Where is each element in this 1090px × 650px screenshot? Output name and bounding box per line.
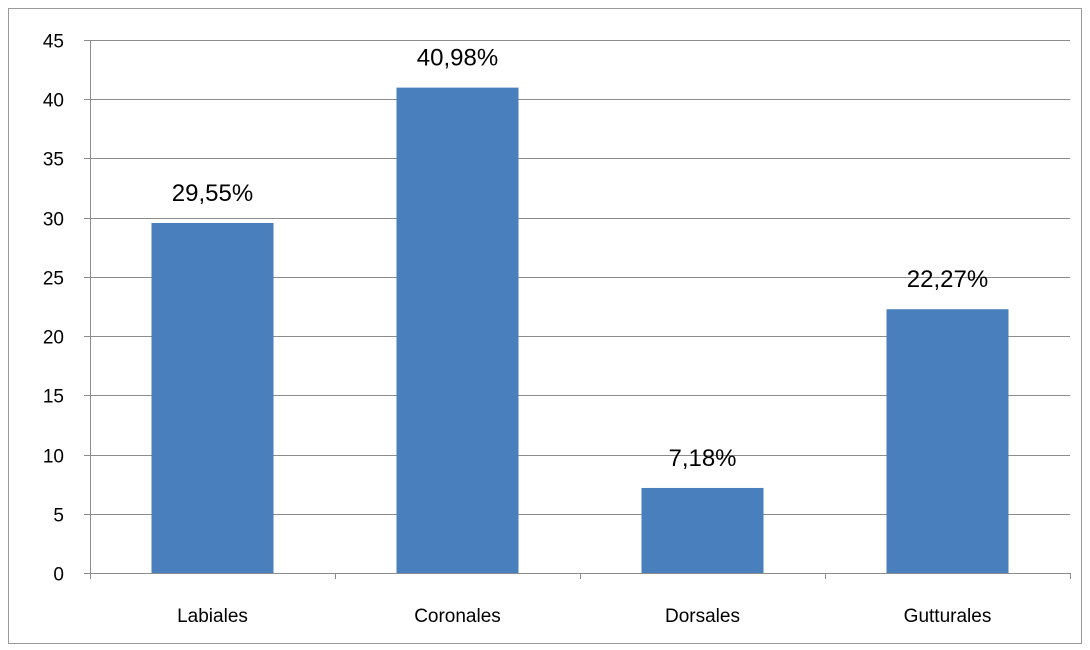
y-tick-label-10: 10 <box>43 447 64 468</box>
bar-dorsales <box>641 487 764 573</box>
y-tick-label-45: 45 <box>43 32 64 53</box>
data-label-gutturales: 22,27% <box>907 266 988 293</box>
y-tick-label-20: 20 <box>43 328 64 349</box>
bar-coronales <box>396 87 519 573</box>
y-tick-label-5: 5 <box>53 506 64 527</box>
labels: 0 5 10 15 20 25 30 35 40 45 29,55% Labiales 40,98% Co… <box>43 32 991 628</box>
y-tick-label-35: 35 <box>43 150 64 171</box>
x-tick-label-labiales: Labiales <box>177 606 248 627</box>
x-tick-label-dorsales: Dorsales <box>665 606 740 627</box>
y-tick-label-30: 30 <box>43 210 64 231</box>
bars <box>151 87 1009 573</box>
bar-labiales <box>151 222 274 573</box>
y-tick-label-15: 15 <box>43 387 64 408</box>
bar-gutturales <box>886 309 1009 573</box>
y-tick-label-0: 0 <box>53 565 64 586</box>
data-label-dorsales: 7,18% <box>668 445 736 472</box>
y-tick-label-25: 25 <box>43 269 64 290</box>
y-tick-label-40: 40 <box>43 91 64 112</box>
axes <box>84 40 1071 579</box>
data-label-coronales: 40,98% <box>417 45 498 72</box>
x-tick-label-coronales: Coronales <box>414 606 501 627</box>
x-tick-label-gutturales: Gutturales <box>904 606 992 627</box>
data-label-labiales: 29,55% <box>172 180 253 207</box>
